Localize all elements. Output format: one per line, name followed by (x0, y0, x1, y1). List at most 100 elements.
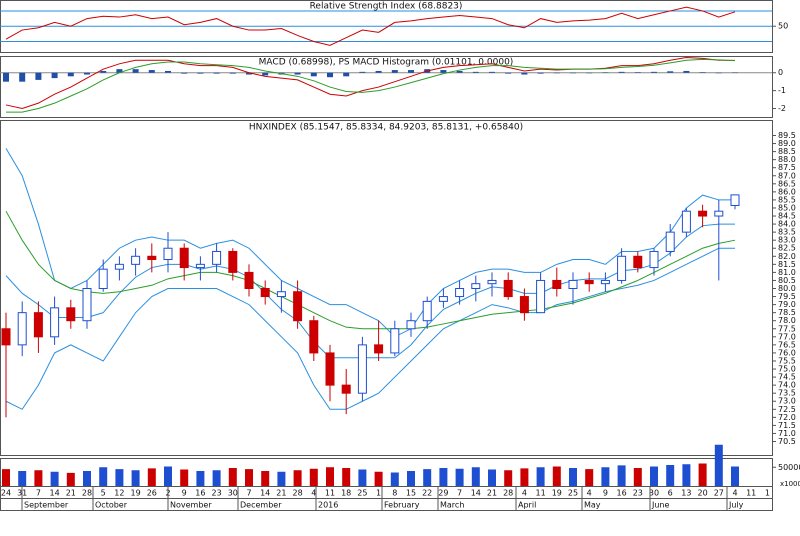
volume-bar (228, 468, 237, 486)
candle-body (390, 328, 400, 354)
volume-bar (569, 468, 577, 486)
x-tick-label: 5 (101, 489, 106, 498)
candle-body (17, 312, 27, 346)
y-tick-label: 79.5 (778, 292, 796, 301)
volume-bar (115, 469, 124, 486)
y-tick-label: 83.0 (778, 236, 796, 245)
volume-bar (471, 467, 480, 486)
volume-bar (601, 467, 610, 486)
candle-body (341, 384, 351, 394)
y-tick-label: 78.0 (778, 316, 796, 325)
candle-body (33, 312, 43, 338)
y-tick-label: 80.0 (778, 284, 796, 293)
volume-bar (536, 467, 545, 486)
x-tick-label: 14 (260, 489, 270, 498)
y-tick-label: 76.5 (778, 340, 796, 349)
y-tick-label: 82.5 (778, 244, 796, 253)
macd-title: MACD (0.68998), PS MACD Histogram (0.011… (259, 58, 514, 68)
candle-body (730, 194, 740, 206)
overlay-line (5, 148, 735, 338)
y-tick-label: 78.5 (778, 308, 796, 317)
y-tick-label: 77.0 (778, 332, 796, 341)
y-tick-label: 84.5 (778, 212, 796, 221)
histogram-bar (213, 72, 220, 74)
candle-body (98, 268, 108, 289)
volume-bar (358, 469, 367, 486)
histogram-bar (732, 72, 738, 74)
candle-body (357, 344, 367, 394)
histogram-bar (505, 72, 512, 74)
histogram-bar (715, 72, 722, 74)
x-tick-label: 20 (698, 489, 708, 498)
histogram-bar (634, 72, 641, 73)
y-tick-label: 74.5 (778, 373, 796, 382)
volume-bar (180, 469, 189, 486)
x-tick-label: 7 (246, 489, 251, 498)
histogram-bar (651, 71, 657, 73)
candle-body (600, 279, 610, 285)
volume-bar (439, 468, 448, 486)
candle-body (633, 255, 643, 269)
x-tick-label: 4 (311, 489, 316, 498)
x-tick-label: 21 (487, 489, 497, 498)
histogram-bar (116, 69, 123, 73)
rsi-line (5, 6, 736, 46)
candle-body (66, 307, 76, 322)
y-tick-label: 89.5 (778, 131, 796, 140)
candle-body (244, 271, 254, 289)
x-tick-label: 9 (182, 489, 187, 498)
x-tick-label: 1 (376, 489, 381, 498)
x-tick-label: 29 (438, 489, 448, 498)
x-tick-label: 16 (617, 489, 627, 498)
histogram-bar (408, 70, 414, 73)
candle-body (212, 250, 222, 265)
x-tick-label: 28 (82, 489, 92, 498)
x-tick-label: 28 (293, 489, 303, 498)
y-tick-label: -1 (778, 86, 786, 95)
histogram-bar (391, 70, 398, 73)
y-tick-label: 77.5 (778, 324, 796, 333)
volume-bar (407, 471, 415, 486)
candle-body (114, 263, 124, 270)
histogram-bar (294, 72, 301, 75)
volume-bar (34, 470, 43, 486)
candle-body (438, 296, 448, 302)
candle-body (422, 300, 432, 322)
volume-bar (731, 466, 739, 486)
overlay-line (5, 223, 735, 359)
candle-body (50, 307, 60, 338)
candle-body (131, 255, 141, 265)
candle-body (228, 250, 238, 273)
month-strip (0, 498, 773, 511)
histogram-bar (148, 70, 155, 73)
candle-body (681, 210, 691, 233)
volume-bar (374, 471, 383, 486)
x-tick-label: 19 (552, 489, 562, 498)
histogram-bar (84, 72, 90, 75)
x-tick-label: 7 (36, 489, 41, 498)
y-tick-label: 73.0 (778, 397, 796, 406)
month-label: July (728, 501, 744, 510)
month-label: June (651, 501, 670, 510)
y-tick-label: 72.0 (778, 413, 796, 422)
volume-bar (682, 464, 691, 486)
x-tick-label: 6 (668, 489, 673, 498)
volume-bar (50, 471, 59, 486)
y-tick-label: 87.0 (778, 171, 796, 180)
histogram-bar (570, 72, 576, 74)
macd-panel (0, 56, 773, 118)
candle-body (82, 288, 92, 322)
histogram-bar (683, 70, 690, 73)
histogram-bar (440, 70, 447, 73)
volume-bar (650, 466, 658, 486)
y-tick-label: 50000 (778, 463, 800, 472)
y-tick-label: 80.5 (778, 276, 796, 285)
x-tick-label: 8 (392, 489, 397, 498)
y-tick-label: 50 (778, 22, 788, 31)
x-tick-label: 21 (276, 489, 286, 498)
volume-bar (633, 468, 642, 486)
x-tick-label: 4 (522, 489, 527, 498)
candle-body (260, 288, 270, 298)
candle-body (665, 231, 675, 252)
volume-bar (552, 466, 561, 486)
